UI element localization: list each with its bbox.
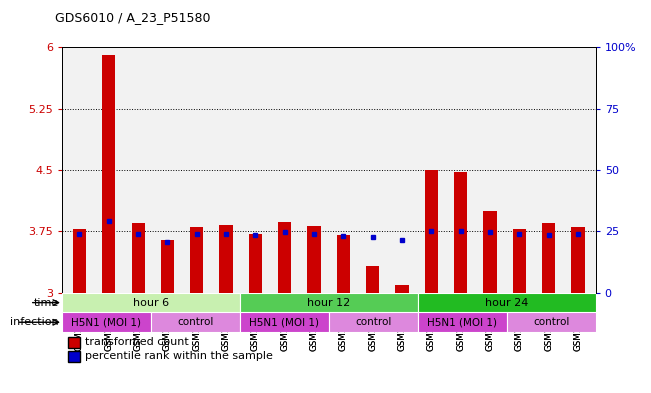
Text: GSM1626007: GSM1626007 <box>251 293 260 351</box>
Text: GSM1626002: GSM1626002 <box>544 293 553 351</box>
Text: GSM1626009: GSM1626009 <box>310 293 318 351</box>
Text: GSM1626002: GSM1626002 <box>544 293 553 351</box>
Text: time: time <box>33 298 59 308</box>
Bar <box>278 222 292 293</box>
Bar <box>484 211 497 293</box>
Text: GSM1626005: GSM1626005 <box>104 293 113 351</box>
Bar <box>513 229 526 293</box>
Bar <box>307 226 321 293</box>
Bar <box>418 312 506 332</box>
Bar <box>425 170 438 293</box>
Bar <box>418 293 596 312</box>
Text: GSM1626009: GSM1626009 <box>310 293 318 351</box>
Text: GSM1626003: GSM1626003 <box>574 293 583 351</box>
Text: GSM1626006: GSM1626006 <box>133 293 143 351</box>
Text: GSM1625999: GSM1625999 <box>368 293 377 351</box>
Bar <box>249 234 262 293</box>
Text: GSM1626012: GSM1626012 <box>486 293 495 351</box>
Text: GSM1625996: GSM1625996 <box>192 293 201 351</box>
Text: hour 12: hour 12 <box>307 298 350 308</box>
Text: GSM1626005: GSM1626005 <box>104 293 113 351</box>
Text: GSM1626010: GSM1626010 <box>427 293 436 351</box>
Bar <box>454 173 467 293</box>
Text: hour 6: hour 6 <box>133 298 169 308</box>
Bar <box>219 225 232 293</box>
Text: GSM1625997: GSM1625997 <box>221 293 230 351</box>
Text: GSM1625995: GSM1625995 <box>163 293 172 351</box>
Text: GSM1626012: GSM1626012 <box>486 293 495 351</box>
Bar <box>329 312 418 332</box>
Text: H5N1 (MOI 1): H5N1 (MOI 1) <box>427 317 497 327</box>
Text: GSM1626000: GSM1626000 <box>398 293 407 351</box>
Text: GSM1626011: GSM1626011 <box>456 293 465 351</box>
Text: GSM1626000: GSM1626000 <box>398 293 407 351</box>
Text: percentile rank within the sample: percentile rank within the sample <box>85 351 273 361</box>
Text: GSM1626001: GSM1626001 <box>515 293 524 351</box>
Bar <box>62 312 151 332</box>
Text: GSM1626003: GSM1626003 <box>574 293 583 351</box>
Text: infection: infection <box>10 317 59 327</box>
Bar <box>542 223 555 293</box>
Bar <box>366 266 380 293</box>
Text: GSM1626004: GSM1626004 <box>75 293 84 351</box>
Text: H5N1 (MOI 1): H5N1 (MOI 1) <box>249 317 319 327</box>
Text: GSM1626007: GSM1626007 <box>251 293 260 351</box>
Text: GSM1626006: GSM1626006 <box>133 293 143 351</box>
Bar <box>395 285 409 293</box>
Text: GSM1626008: GSM1626008 <box>281 293 289 351</box>
Bar <box>73 229 86 293</box>
Bar <box>190 227 203 293</box>
Bar <box>151 312 240 332</box>
Text: transformed count: transformed count <box>85 337 188 347</box>
Text: control: control <box>533 317 570 327</box>
Text: GSM1625998: GSM1625998 <box>339 293 348 351</box>
Text: control: control <box>177 317 214 327</box>
Bar <box>102 55 115 293</box>
Text: control: control <box>355 317 391 327</box>
Text: GSM1625996: GSM1625996 <box>192 293 201 351</box>
Text: GSM1626008: GSM1626008 <box>281 293 289 351</box>
Bar <box>132 223 145 293</box>
Bar <box>506 312 596 332</box>
Bar <box>337 235 350 293</box>
Text: GSM1625997: GSM1625997 <box>221 293 230 351</box>
Text: H5N1 (MOI 1): H5N1 (MOI 1) <box>72 317 141 327</box>
Bar <box>62 293 240 312</box>
Text: GSM1625995: GSM1625995 <box>163 293 172 351</box>
Text: hour 24: hour 24 <box>485 298 529 308</box>
Bar <box>161 240 174 293</box>
Text: GSM1626011: GSM1626011 <box>456 293 465 351</box>
Text: GSM1625999: GSM1625999 <box>368 293 377 351</box>
Text: GSM1626004: GSM1626004 <box>75 293 84 351</box>
Bar <box>240 312 329 332</box>
Bar <box>572 227 585 293</box>
Text: GSM1625998: GSM1625998 <box>339 293 348 351</box>
Text: GDS6010 / A_23_P51580: GDS6010 / A_23_P51580 <box>55 11 211 24</box>
Text: GSM1626001: GSM1626001 <box>515 293 524 351</box>
Bar <box>240 293 418 312</box>
Text: GSM1626010: GSM1626010 <box>427 293 436 351</box>
